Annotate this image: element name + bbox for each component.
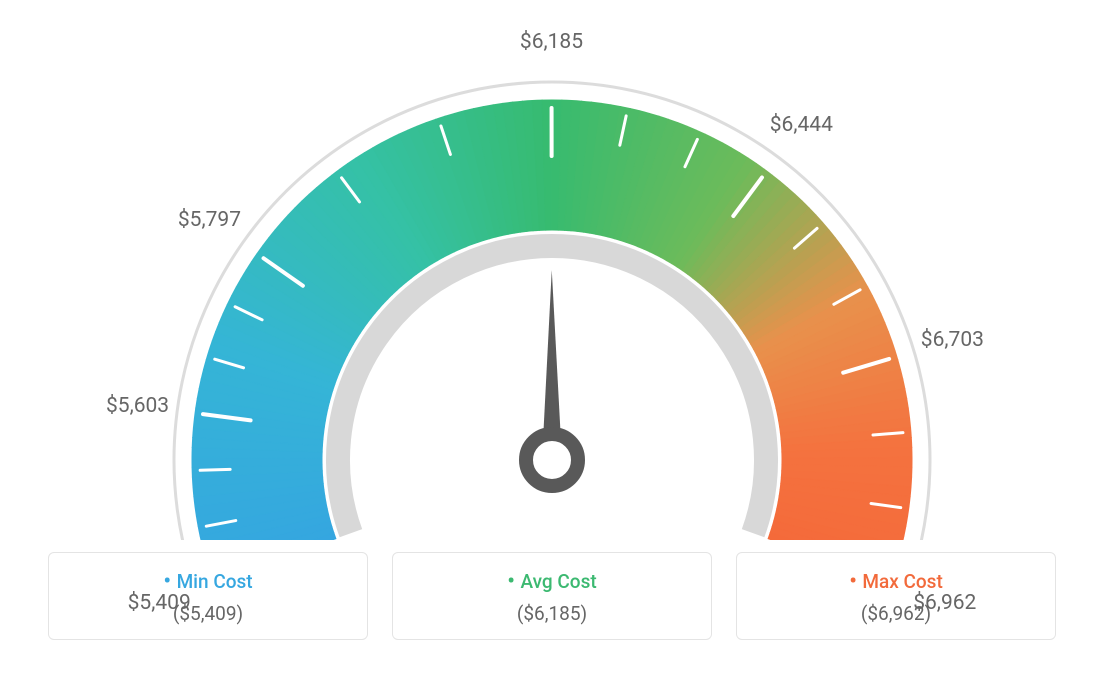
cost-gauge-chart: $5,409$5,603$5,797$6,185$6,444$6,703$6,9… [48, 20, 1056, 540]
legend-min-value: ($5,409) [61, 602, 355, 625]
gauge-tick-label: $6,703 [921, 328, 984, 352]
gauge-tick-label: $6,444 [770, 113, 833, 137]
legend-max-title: Max Cost [749, 569, 1043, 594]
legend-avg-title: Avg Cost [405, 569, 699, 594]
legend-avg-value: ($6,185) [405, 602, 699, 625]
gauge-tick-label: $5,797 [178, 208, 241, 232]
legend-max-value: ($6,962) [749, 602, 1043, 625]
legend-card-max: Max Cost ($6,962) [736, 552, 1056, 640]
legend-row: Min Cost ($5,409) Avg Cost ($6,185) Max … [48, 552, 1056, 640]
gauge-svg [48, 20, 1056, 540]
legend-card-min: Min Cost ($5,409) [48, 552, 368, 640]
gauge-tick-label: $5,409 [128, 591, 191, 615]
legend-min-title: Min Cost [61, 569, 355, 594]
gauge-tick-label: $6,185 [520, 30, 583, 54]
legend-card-avg: Avg Cost ($6,185) [392, 552, 712, 640]
gauge-tick-label: $6,962 [913, 591, 976, 615]
gauge-tick-label: $5,603 [106, 394, 169, 418]
